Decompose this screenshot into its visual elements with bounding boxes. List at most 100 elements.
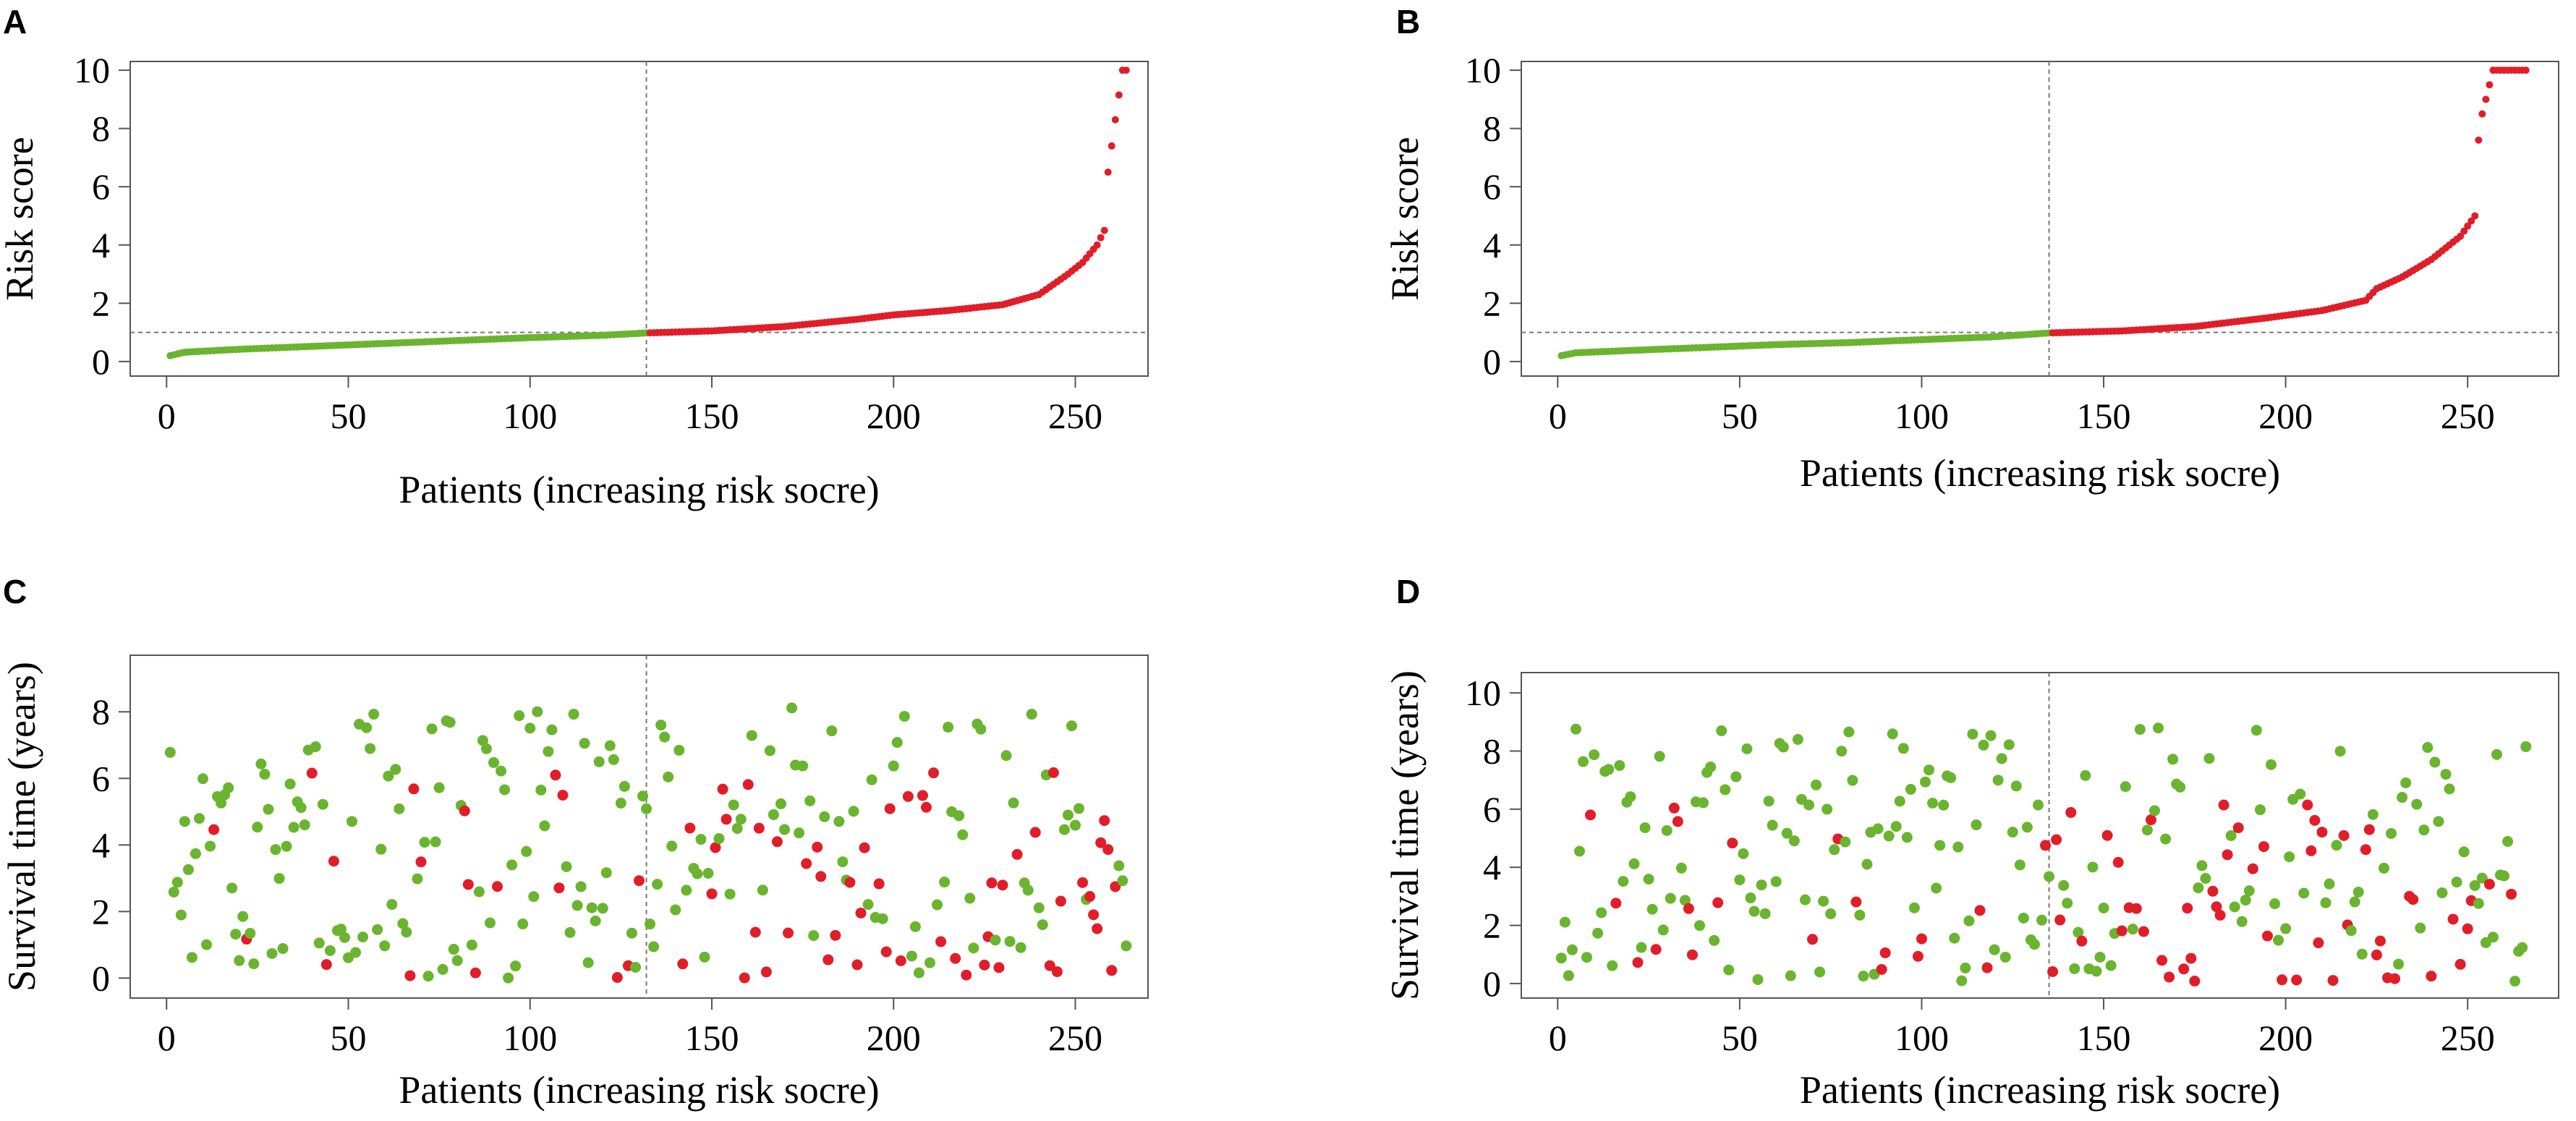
- alive-patient-point: [2200, 873, 2211, 885]
- dead-patient-point: [1686, 949, 1698, 960]
- alive-patient-point: [1967, 728, 1978, 740]
- dead-patient-point: [2247, 863, 2258, 874]
- alive-patient-point: [412, 873, 423, 885]
- alive-patient-point: [2018, 912, 2029, 924]
- alive-patient-point: [2203, 753, 2215, 764]
- alive-patient-point: [2298, 887, 2310, 899]
- alive-patient-point: [2367, 809, 2379, 820]
- high-risk-point: [1100, 226, 1108, 234]
- alive-patient-point: [1628, 858, 1640, 869]
- alive-patient-point: [186, 952, 197, 963]
- alive-patient-point: [2418, 824, 2430, 836]
- alive-patient-point: [234, 955, 245, 966]
- alive-patient-point: [477, 735, 488, 746]
- dead-patient-point: [1102, 844, 1114, 856]
- dead-patient-point: [2178, 963, 2190, 975]
- alive-patient-point: [764, 745, 775, 756]
- alive-patient-point: [263, 804, 274, 815]
- alive-patient-point: [1698, 797, 1709, 809]
- alive-patient-point: [317, 798, 328, 810]
- dead-patient-point: [706, 888, 718, 900]
- alive-patient-point: [2014, 859, 2025, 871]
- alive-patient-point: [2269, 898, 2281, 910]
- alive-patient-point: [430, 836, 441, 848]
- alive-patient-point: [451, 955, 463, 966]
- high-risk-point: [2475, 136, 2483, 144]
- alive-patient-point: [480, 743, 492, 754]
- dead-patient-point: [895, 955, 906, 966]
- dead-patient-point: [2116, 925, 2127, 937]
- alive-patient-point: [2284, 851, 2295, 863]
- alive-patient-point: [1756, 879, 1767, 891]
- high-risk-point: [2486, 81, 2494, 89]
- alive-patient-point: [2193, 882, 2204, 894]
- alive-patient-point: [1759, 908, 1771, 919]
- alive-patient-point: [1971, 819, 1982, 830]
- alive-patient-point: [335, 924, 347, 935]
- alive-patient-point: [1996, 753, 2007, 764]
- alive-patient-point: [695, 834, 707, 845]
- alive-patient-point: [2080, 770, 2091, 781]
- dead-patient-point: [462, 879, 474, 890]
- alive-patient-point: [2105, 960, 2117, 971]
- alive-patient-point: [1581, 952, 1593, 963]
- alive-patient-point: [535, 784, 547, 796]
- alive-patient-point: [575, 881, 587, 892]
- alive-patient-point: [339, 932, 350, 943]
- dead-patient-point: [1585, 809, 1597, 821]
- alive-patient-point: [2517, 942, 2528, 953]
- alive-patient-point: [524, 723, 536, 734]
- dead-patient-point: [2232, 822, 2244, 834]
- alive-patient-point: [1574, 845, 1586, 857]
- dead-patient-point: [2371, 949, 2382, 960]
- alive-patient-point: [310, 741, 321, 753]
- dead-patient-point: [2302, 799, 2313, 811]
- x-tick-label: 250: [2441, 396, 2495, 436]
- alive-patient-point: [514, 710, 525, 722]
- alive-patient-point: [484, 917, 496, 929]
- panel-label-a: A: [3, 3, 27, 41]
- dead-patient-point: [812, 841, 823, 853]
- alive-patient-point: [2386, 827, 2397, 839]
- alive-patient-point: [637, 790, 649, 802]
- alive-patient-point: [2324, 878, 2335, 890]
- alive-patient-point: [2032, 799, 2044, 811]
- x-tick-label: 50: [1722, 396, 1758, 436]
- alive-patient-point: [1720, 784, 1731, 796]
- high-risk-point: [1115, 91, 1123, 99]
- survival-panel-c: 0 50 100 150 200 250 0 2 4 6 8 Patients (increasing…: [0, 655, 1149, 1112]
- dead-patient-point: [830, 929, 841, 941]
- dead-patient-point: [1650, 944, 1662, 955]
- alive-patient-point: [909, 921, 921, 932]
- alive-patient-point: [2422, 742, 2433, 754]
- alive-patient-point: [1559, 916, 1570, 928]
- alive-patient-point: [1121, 940, 1132, 952]
- alive-patient-point: [1927, 797, 1939, 809]
- alive-patient-point: [1905, 783, 1916, 795]
- alive-patient-point: [2509, 976, 2521, 987]
- alive-patient-point: [953, 810, 965, 822]
- alive-patient-point: [735, 814, 747, 825]
- x-tick-label: 100: [1895, 396, 1949, 436]
- dead-patient-point: [2305, 845, 2317, 856]
- x-tick-label: 100: [503, 1018, 557, 1058]
- alive-patient-point: [182, 864, 194, 875]
- alive-patient-point: [2378, 862, 2389, 874]
- alive-patient-point: [1566, 944, 1578, 955]
- alive-patient-point: [659, 731, 671, 743]
- y-tick-label: 10: [74, 50, 110, 90]
- alive-patient-point: [179, 816, 190, 827]
- y-tick-label: 2: [92, 891, 110, 932]
- alive-patient-point: [1578, 756, 1589, 767]
- alive-patient-point: [2440, 769, 2452, 780]
- alive-patient-point: [245, 928, 256, 939]
- alive-patient-point: [586, 902, 598, 913]
- alive-patient-point: [190, 848, 201, 859]
- alive-patient-point: [1785, 970, 1796, 981]
- dead-patient-point: [611, 972, 623, 984]
- alive-patient-point: [1825, 908, 1837, 919]
- alive-patient-point: [397, 918, 409, 929]
- y-tick-label: 8: [1483, 730, 1501, 771]
- dead-patient-point: [2065, 806, 2077, 818]
